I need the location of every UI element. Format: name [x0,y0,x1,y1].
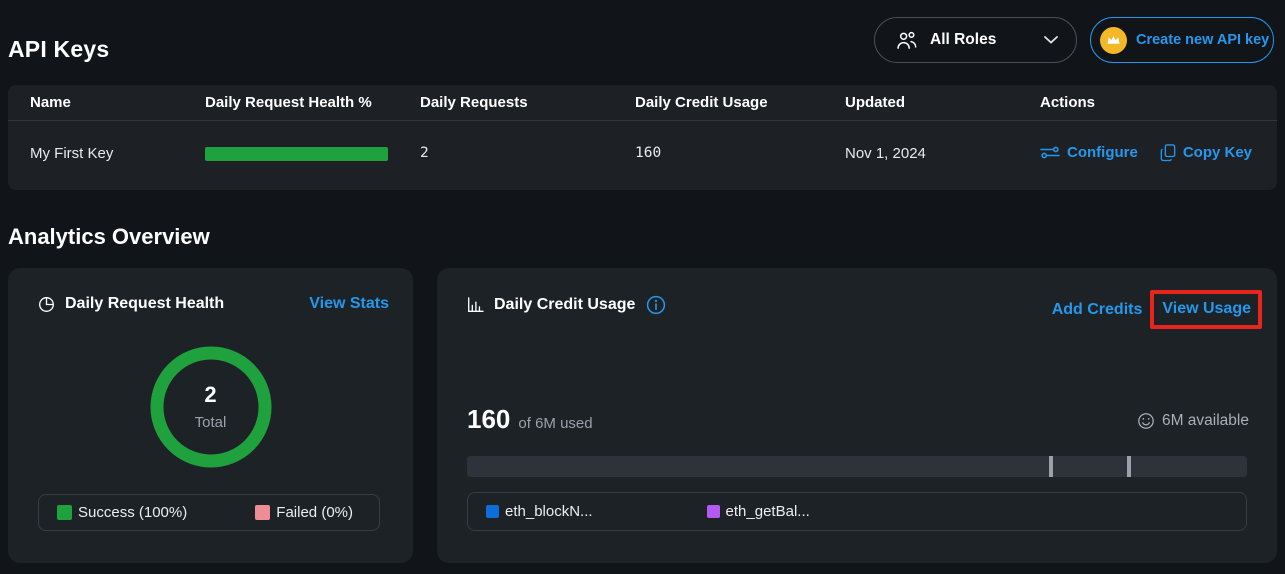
donut-center-label: 2 Total [144,340,278,474]
usage-used-value: 160 [467,404,511,434]
credit-usage-legend: eth_blockN... eth_getBal... [467,492,1247,531]
usage-bar-tick [1126,456,1131,477]
legend-item-eth-blocknumber: eth_blockN... [486,503,593,520]
roles-filter-dropdown[interactable]: All Roles [874,17,1077,63]
eth-blocknumber-label: eth_blockN... [505,503,593,520]
people-icon [895,30,918,51]
sliders-icon [1040,145,1060,160]
bar-chart-icon [467,297,484,313]
legend-item-failed: Failed (0%) [255,504,353,521]
analytics-section-title: Analytics Overview [8,224,210,249]
view-stats-link[interactable]: View Stats [309,295,389,312]
health-bar [205,147,388,161]
column-header-health: Daily Request Health % [205,94,372,111]
view-usage-link[interactable]: View Usage [1162,300,1251,317]
column-header-name: Name [30,94,71,111]
failed-legend-label: Failed (0%) [276,504,353,521]
success-legend-label: Success (100%) [78,504,188,521]
usage-bar-tick [1048,456,1053,477]
daily-credit-usage-value: 160 [635,145,662,161]
eth-getbalance-swatch [706,505,720,518]
credit-usage-card-title: Daily Credit Usage [494,296,636,313]
credit-usage-card-header: Daily Credit Usage [467,295,1017,315]
create-api-key-label: Create new API key [1136,32,1270,48]
configure-link[interactable]: Configure [1040,144,1138,161]
eth-blocknumber-swatch [486,505,499,518]
health-bar-fill [205,147,388,161]
updated-value: Nov 1, 2024 [845,145,926,162]
request-health-card-title: Daily Request Health [65,295,225,312]
success-swatch [57,505,72,520]
request-health-donut-chart: 2 Total [144,340,278,474]
daily-requests-value: 2 [420,145,429,161]
daily-credit-usage-card: Daily Credit Usage Add Credits View Usag… [437,268,1277,563]
info-icon[interactable] [646,295,666,315]
column-header-actions: Actions [1040,94,1096,111]
credit-usage-bar [467,456,1247,477]
key-name: My First Key [30,145,114,162]
credits-available-label: 6M available [1161,412,1249,429]
daily-request-health-card: Daily Request Health View Stats 2 Total … [8,268,413,563]
credits-available: 6M available [1137,412,1249,430]
pie-chart-icon [38,296,55,313]
red-annotation-box: View Usage [1150,290,1262,329]
credit-usage-links: Add Credits View Usage [1052,290,1262,329]
api-keys-table: Name Daily Request Health % Daily Reques… [8,85,1277,190]
table-header-row: Name Daily Request Health % Daily Reques… [8,85,1277,121]
crown-icon [1100,26,1127,54]
copy-key-link[interactable]: Copy Key [1160,143,1252,162]
create-api-key-button[interactable]: Create new API key [1090,17,1274,63]
add-credits-link[interactable]: Add Credits [1051,300,1143,318]
page-title: API Keys [8,36,110,62]
column-header-credit-usage: Daily Credit Usage [635,94,768,111]
request-health-card-header: Daily Request Health View Stats [38,295,389,313]
usage-summary: 160 of 6M used [467,404,593,435]
copy-icon [1160,143,1176,162]
roles-filter-value: All Roles [930,31,997,48]
failed-swatch [255,505,271,520]
table-row: My First Key 2 160 Nov 1, 2024 Configure [8,121,1277,189]
configure-label: Configure [1067,144,1138,161]
eth-getbalance-label: eth_getBal... [725,503,810,520]
chevron-down-icon [1044,36,1058,44]
legend-item-success: Success (100%) [57,504,187,521]
donut-total-label: Total [194,414,227,432]
copy-key-label: Copy Key [1182,144,1253,161]
request-health-legend: Success (100%) Failed (0%) [38,494,380,531]
smiley-icon [1137,412,1155,430]
column-header-updated: Updated [845,94,905,111]
actions-cell: Configure Copy Key [1040,143,1252,162]
column-header-daily-requests: Daily Requests [420,94,528,111]
legend-item-eth-getbalance: eth_getBal... [706,503,810,520]
donut-total-value: 2 [204,381,217,407]
usage-used-suffix: of 6M used [518,415,593,432]
